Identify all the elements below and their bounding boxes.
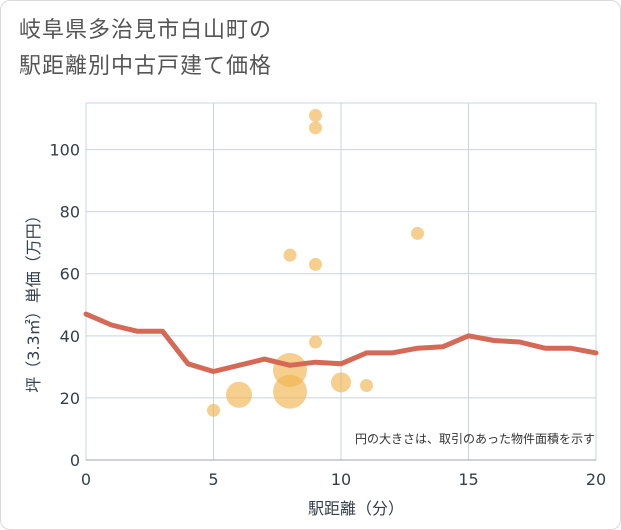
size-legend-note: 円の大きさは、取引のあった物件面積を示す <box>355 431 595 446</box>
chart-title-line-1: 岐阜県多治見市白山町の <box>19 18 273 43</box>
scatter-point-5 <box>309 108 322 122</box>
y-axis-label: 坪（3.3㎡）単価（万円） <box>24 207 43 392</box>
x-axis-label: 駅距離（分） <box>308 499 404 518</box>
scatter-point-4 <box>283 248 297 262</box>
y-tick-label-100: 100 <box>49 141 80 160</box>
grid-lines <box>85 102 597 461</box>
scatter-point-8 <box>309 335 322 349</box>
scatter-point-9 <box>331 372 351 393</box>
average-line <box>83 311 599 374</box>
y-tick-label-40: 40 <box>60 327 80 346</box>
scatter-points <box>207 108 424 417</box>
x-tick-label-5: 5 <box>208 470 218 489</box>
tick-labels: 0 5 10 15 20 0 20 40 60 80 100 <box>49 141 606 489</box>
y-tick-label-20: 20 <box>60 389 80 408</box>
scatter-point-10 <box>360 378 373 392</box>
chart-title-line-2: 駅距離別中古戸建て価格 <box>19 54 273 79</box>
scatter-point-1 <box>226 381 252 408</box>
y-tick-label-80: 80 <box>60 203 80 222</box>
scatter-point-6 <box>309 121 322 135</box>
x-tick-label-20: 20 <box>586 470 606 489</box>
scatter-point-7 <box>309 257 322 271</box>
y-tick-label-60: 60 <box>60 265 80 284</box>
x-tick-label-10: 10 <box>331 470 351 489</box>
x-tick-label-15: 15 <box>458 470 478 489</box>
x-tick-label-0: 0 <box>81 470 91 489</box>
scatter-point-0 <box>207 403 220 417</box>
scatter-point-11 <box>411 226 424 240</box>
scatter-point-3 <box>273 374 307 409</box>
y-tick-label-0: 0 <box>70 451 80 470</box>
average-price-line <box>83 311 599 374</box>
chart-title: 岐阜県多治見市白山町の 駅距離別中古戸建て価格 <box>19 13 272 85</box>
